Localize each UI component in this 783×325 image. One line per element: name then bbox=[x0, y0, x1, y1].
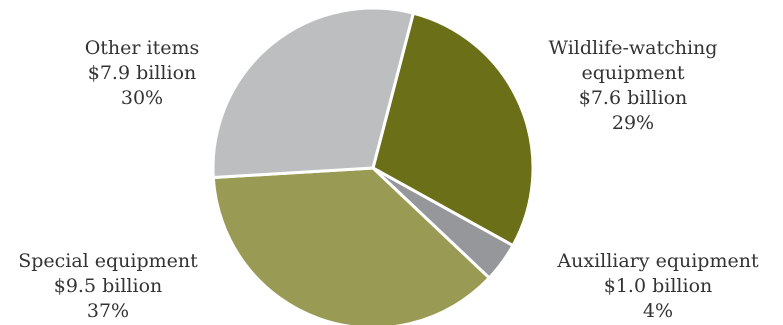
slice-label-line: 37% bbox=[87, 300, 129, 322]
slice-label-wildlife-watching-equipment: Wildlife-watching equipment $7.6 billion 29… bbox=[549, 37, 718, 134]
slice-label-line: Auxilliary equipment bbox=[556, 250, 759, 272]
slice-label-line: 30% bbox=[121, 87, 163, 109]
slice-label-line: Wildlife-watching bbox=[549, 37, 718, 59]
slice-label-auxilliary-equipment: Auxilliary equipment $1.0 billion 4% bbox=[556, 250, 759, 322]
pie-slice-other-items bbox=[211, 6, 415, 179]
pie-slice-wildlife-watching-equipment bbox=[371, 11, 535, 248]
slice-label-line: $9.5 billion bbox=[54, 275, 163, 297]
slice-label-special-equipment: Special equipment $9.5 billion 37% bbox=[18, 250, 198, 322]
slice-label-line: equipment bbox=[581, 62, 684, 84]
slice-label-line: Other items bbox=[85, 37, 200, 59]
slice-label-line: Special equipment bbox=[18, 250, 198, 272]
pie-slice-special-equipment bbox=[211, 166, 491, 325]
slice-label-other-items: Other items $7.9 billion 30% bbox=[85, 37, 200, 109]
slice-label-line: $1.0 billion bbox=[604, 275, 713, 297]
slice-label-line: $7.6 billion bbox=[579, 87, 688, 109]
slice-label-line: 29% bbox=[612, 112, 654, 134]
slice-label-line: $7.9 billion bbox=[88, 62, 197, 84]
slice-label-line: 4% bbox=[643, 300, 673, 322]
